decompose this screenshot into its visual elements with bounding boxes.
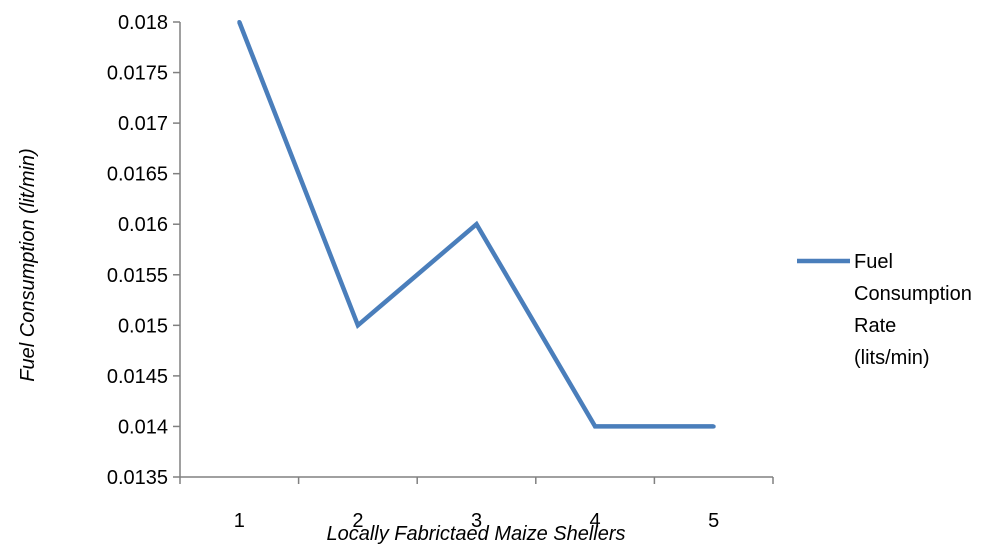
y-tick-label: 0.017	[118, 113, 168, 135]
y-tick-label: 0.015	[118, 315, 168, 337]
y-tick-label: 0.0155	[107, 265, 168, 287]
legend-label: (lits/min)	[854, 347, 930, 369]
x-tick-label: 3	[471, 510, 482, 532]
legend: Fuel Consumption Rate (lits/min)	[797, 251, 972, 369]
legend-label: Fuel	[854, 251, 893, 273]
data-point	[593, 424, 598, 429]
data-point	[474, 222, 479, 227]
series-group	[237, 20, 716, 429]
y-axis-ticks: 0.0135 0.014 0.0145 0.015 0.0155 0.016 0.0165 0…	[107, 12, 180, 489]
y-axis-title: Fuel Consumption (lit/min)	[17, 148, 39, 381]
legend-label: Consumption	[854, 283, 972, 305]
y-tick-label: 0.0135	[107, 467, 168, 489]
y-tick-label: 0.0145	[107, 366, 168, 388]
axes	[179, 22, 773, 478]
data-point	[711, 424, 716, 429]
y-tick-label: 0.0175	[107, 63, 168, 85]
data-point	[355, 323, 360, 328]
data-point	[237, 20, 242, 24]
y-tick-label: 0.018	[118, 12, 168, 34]
y-tick-label: 0.014	[118, 416, 168, 438]
legend-label: Rate	[854, 315, 896, 337]
y-tick-label: 0.0165	[107, 164, 168, 186]
x-axis-ticks: 1 2 3 4 5	[179, 477, 774, 532]
y-tick-label: 0.016	[118, 214, 168, 236]
x-tick-label: 5	[708, 510, 719, 532]
x-tick-label: 4	[590, 510, 601, 532]
x-tick-label: 2	[352, 510, 363, 532]
x-axis-title: Locally Fabrictaed Maize Shellers	[326, 523, 625, 545]
x-tick-label: 1	[234, 510, 245, 532]
